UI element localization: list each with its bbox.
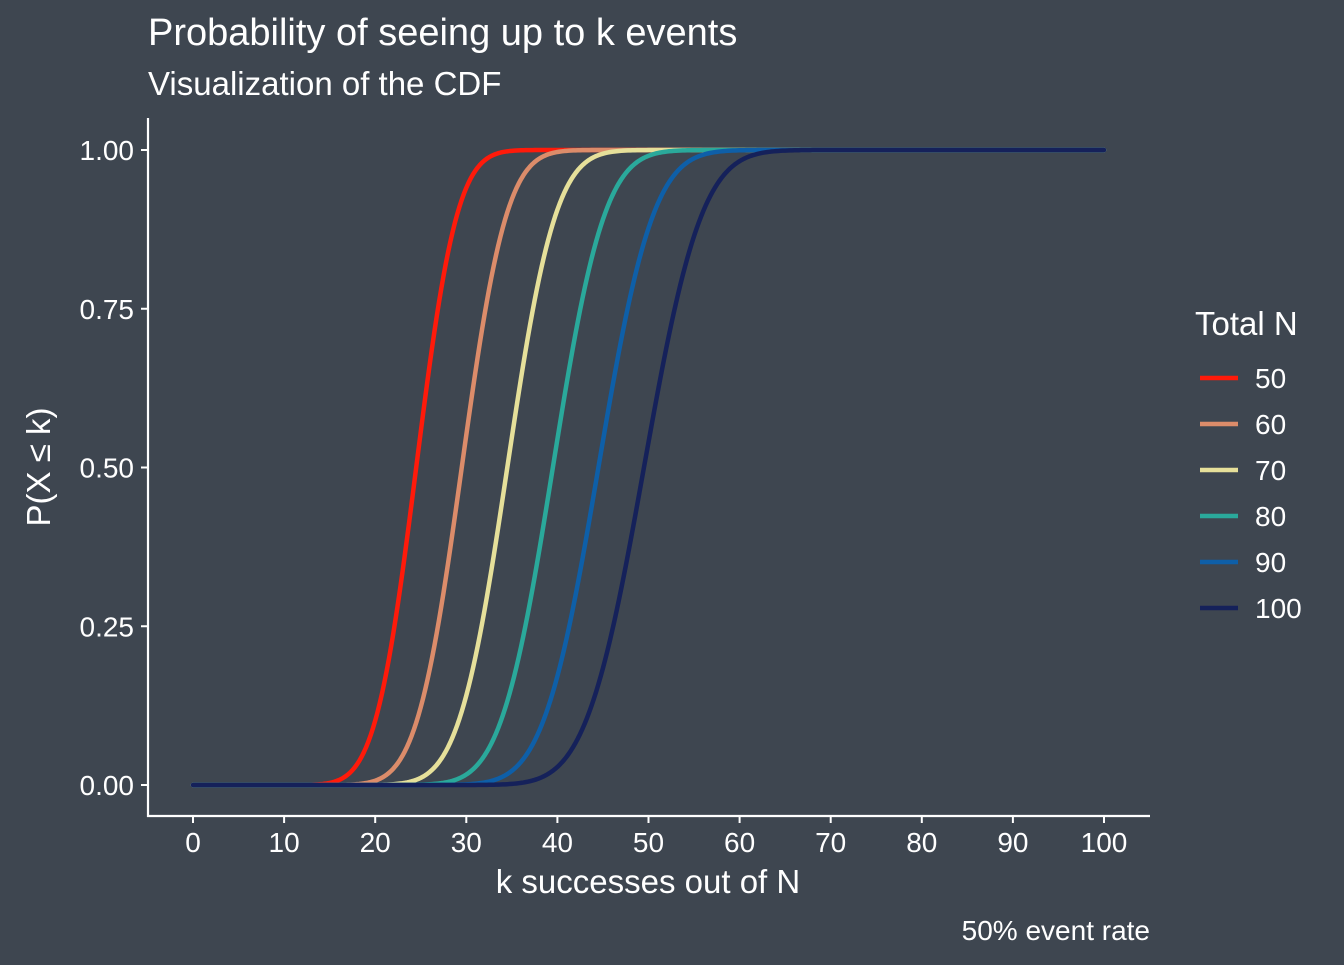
y-tick-label: 1.00 [80, 135, 135, 166]
x-axis-label: k successes out of N [496, 863, 800, 900]
x-tick-label: 30 [451, 827, 482, 858]
x-tick-label: 10 [269, 827, 300, 858]
x-axis-ticks: 0 10 20 30 40 50 60 70 80 90 100 [185, 816, 1127, 858]
y-tick-label: 0.75 [80, 294, 135, 325]
series-line-n50 [190, 147, 1107, 788]
series-line-n70 [190, 147, 1107, 788]
series-lines [190, 147, 1107, 788]
series-line-n60 [190, 147, 1107, 788]
legend-item-n100: 100 [1200, 593, 1302, 624]
chart-subtitle: Visualization of the CDF [148, 65, 501, 102]
y-tick-label: 0.00 [80, 770, 135, 801]
x-tick-label: 40 [542, 827, 573, 858]
x-tick-label: 80 [906, 827, 937, 858]
legend-item-n90: 90 [1200, 547, 1286, 578]
legend-item-n50: 50 [1200, 363, 1286, 394]
x-tick-label: 100 [1081, 827, 1128, 858]
x-tick-label: 20 [360, 827, 391, 858]
x-tick-label: 70 [815, 827, 846, 858]
chart-title: Probability of seeing up to k events [148, 12, 737, 54]
legend-label: 70 [1255, 455, 1286, 486]
legend-item-n80: 80 [1200, 501, 1286, 532]
legend-label: 80 [1255, 501, 1286, 532]
x-tick-label: 90 [997, 827, 1028, 858]
legend-items: 50 60 70 80 90 100 [1200, 363, 1302, 624]
y-axis-label: P(X ≤ k) [20, 408, 57, 527]
x-tick-label: 50 [633, 827, 664, 858]
series-line-n90 [190, 147, 1107, 788]
x-tick-label: 0 [185, 827, 201, 858]
legend-label: 50 [1255, 363, 1286, 394]
x-tick-label: 60 [724, 827, 755, 858]
y-axis-ticks: 0.00 0.25 0.50 0.75 1.00 [80, 135, 148, 801]
legend: Total N 50 60 70 80 90 100 [1195, 305, 1302, 624]
chart-caption: 50% event rate [962, 915, 1150, 946]
legend-title: Total N [1195, 305, 1298, 342]
legend-item-n70: 70 [1200, 455, 1286, 486]
series-line-n100 [190, 147, 1107, 788]
legend-label: 60 [1255, 409, 1286, 440]
series-line-n80 [190, 147, 1107, 788]
legend-item-n60: 60 [1200, 409, 1286, 440]
legend-label: 90 [1255, 547, 1286, 578]
legend-label: 100 [1255, 593, 1302, 624]
y-tick-label: 0.25 [80, 611, 135, 642]
y-tick-label: 0.50 [80, 453, 135, 484]
